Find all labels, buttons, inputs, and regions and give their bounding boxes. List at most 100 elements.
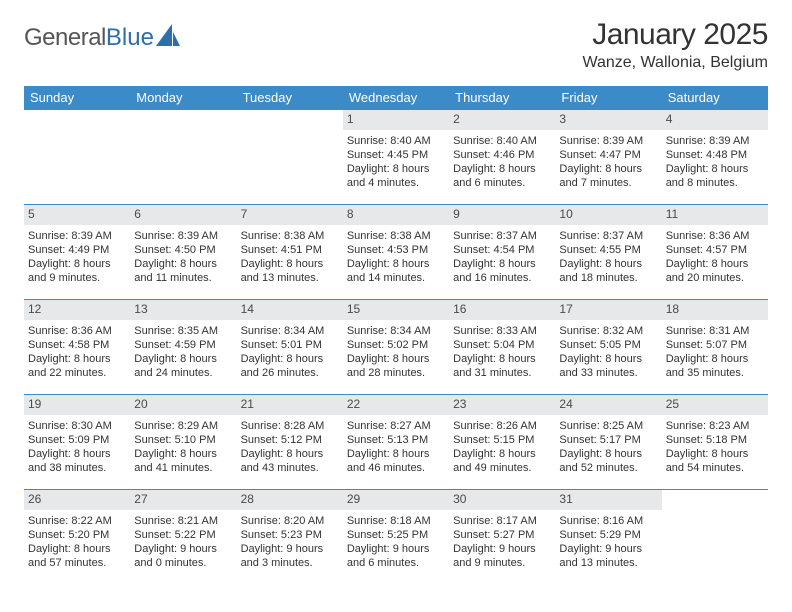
daylight-line: Daylight: 8 hours and 52 minutes. — [559, 447, 657, 476]
sunset-line: Sunset: 4:50 PM — [134, 243, 232, 257]
daylight-line: Daylight: 8 hours and 28 minutes. — [347, 352, 445, 381]
sunrise-line: Sunrise: 8:39 AM — [666, 134, 764, 148]
calendar-day-cell: 21 Sunrise: 8:28 AMSunset: 5:12 PMDayligh… — [237, 395, 343, 490]
title-block: January 2025 Wanze, Wallonia, Belgium — [582, 18, 768, 72]
sunrise-line: Sunrise: 8:22 AM — [28, 514, 126, 528]
daylight-line: Daylight: 9 hours and 3 minutes. — [241, 542, 339, 571]
day-number: 25 — [662, 395, 768, 415]
calendar-table: SundayMondayTuesdayWednesdayThursdayFrid… — [24, 86, 768, 585]
sunset-line: Sunset: 5:17 PM — [559, 433, 657, 447]
sunset-line: Sunset: 5:02 PM — [347, 338, 445, 352]
day-number: 28 — [237, 490, 343, 510]
day-number: 31 — [555, 490, 661, 510]
sunrise-line: Sunrise: 8:38 AM — [347, 229, 445, 243]
sunrise-line: Sunrise: 8:40 AM — [453, 134, 551, 148]
weekday-header: Monday — [130, 86, 236, 110]
day-number: 2 — [449, 110, 555, 130]
calendar-day-cell: 29Sunrise: 8:18 AMSunset: 5:25 PMDayligh… — [343, 490, 449, 585]
sunset-line: Sunset: 5:07 PM — [666, 338, 764, 352]
sunset-line: Sunset: 4:47 PM — [559, 148, 657, 162]
sunrise-line: Sunrise: 8:20 AM — [241, 514, 339, 528]
sunset-line: Sunset: 4:54 PM — [453, 243, 551, 257]
weekday-header: Friday — [555, 86, 661, 110]
calendar-week-row: 26 Sunrise: 8:22 AMSunset: 5:20 PM Dayligh… — [24, 490, 768, 585]
daylight-line: Daylight: 8 hours and 8 minutes. — [666, 162, 764, 191]
sunset-line: Sunset: 5:04 PM — [453, 338, 551, 352]
day-number: 27 — [130, 490, 236, 510]
day-number: 5 — [24, 205, 130, 225]
daylight-line: Daylight: 9 hours and 9 minutes. — [453, 542, 551, 571]
sunset-line: Sunset: 5:01 PM — [241, 338, 339, 352]
daylight-line: Daylight: 8 hours and 9 minutes. — [28, 257, 126, 286]
weekday-header: Thursday — [449, 86, 555, 110]
calendar-day-cell: 10Sunrise: 8:37 AMSunset: 4:55 PMDayligh… — [555, 205, 661, 300]
calendar-day-cell: 31Sunrise: 8:16 AMSunset: 5:29 PMDayligh… — [555, 490, 661, 585]
daylight-line: Daylight: 8 hours and 43 minutes. — [241, 447, 339, 476]
day-number: 12 — [24, 300, 130, 320]
day-number: 13 — [130, 300, 236, 320]
day-number: 14 — [237, 300, 343, 320]
day-number: 20 — [130, 395, 236, 415]
day-number: 11 — [662, 205, 768, 225]
sunrise-line: Sunrise: 8:27 AM — [347, 419, 445, 433]
weekday-header: Saturday — [662, 86, 768, 110]
header: GeneralBlue January 2025 Wanze, Wallonia… — [24, 18, 768, 72]
daylight-line: Daylight: 8 hours and 22 minutes. — [28, 352, 126, 381]
calendar-day-cell: 19Sunrise: 8:30 AMSunset: 5:09 PMDayligh… — [24, 395, 130, 490]
sunrise-line: Sunrise: 8:28 AM — [241, 419, 339, 433]
day-number: 18 — [662, 300, 768, 320]
daylight-line: Daylight: 8 hours and 4 minutes. — [347, 162, 445, 191]
calendar-day-cell — [24, 110, 130, 205]
sunrise-line: Sunrise: 8:35 AM — [134, 324, 232, 338]
day-number: 21 — [237, 395, 343, 415]
day-number: 16 — [449, 300, 555, 320]
sunset-line: Sunset: 4:46 PM — [453, 148, 551, 162]
sunset-line: Sunset: 5:20 PM — [28, 528, 126, 542]
sunrise-line: Sunrise: 8:26 AM — [453, 419, 551, 433]
sunset-line: Sunset: 5:25 PM — [347, 528, 445, 542]
day-number: 24 — [555, 395, 661, 415]
day-number: 15 — [343, 300, 449, 320]
sunrise-line: Sunrise: 8:34 AM — [241, 324, 339, 338]
daylight-line: Daylight: 8 hours and 7 minutes. — [559, 162, 657, 191]
day-number: 17 — [555, 300, 661, 320]
sunrise-line: Sunrise: 8:23 AM — [666, 419, 764, 433]
sunset-line: Sunset: 5:09 PM — [28, 433, 126, 447]
daylight-line: Daylight: 8 hours and 18 minutes. — [559, 257, 657, 286]
sail-icon — [156, 24, 182, 46]
sunrise-line: Sunrise: 8:34 AM — [347, 324, 445, 338]
weekday-header: Tuesday — [237, 86, 343, 110]
sunset-line: Sunset: 5:22 PM — [134, 528, 232, 542]
brand-word-1: General — [24, 24, 106, 52]
day-number: 26 — [24, 490, 130, 510]
sunset-line: Sunset: 4:55 PM — [559, 243, 657, 257]
sunset-line: Sunset: 5:29 PM — [559, 528, 657, 542]
calendar-week-row: 5Sunrise: 8:39 AMSunset: 4:49 PMDaylight… — [24, 205, 768, 300]
location: Wanze, Wallonia, Belgium — [582, 54, 768, 72]
sunrise-line: Sunrise: 8:39 AM — [559, 134, 657, 148]
weekday-header-row: SundayMondayTuesdayWednesdayThursdayFrid… — [24, 86, 768, 110]
calendar-day-cell — [130, 110, 236, 205]
sunrise-line: Sunrise: 8:21 AM — [134, 514, 232, 528]
sunrise-line: Sunrise: 8:33 AM — [453, 324, 551, 338]
calendar-day-cell: 4Sunrise: 8:39 AMSunset: 4:48 PMDaylight… — [662, 110, 768, 205]
calendar-day-cell: 8Sunrise: 8:38 AMSunset: 4:53 PMDaylight… — [343, 205, 449, 300]
calendar-day-cell: 6Sunrise: 8:39 AMSunset: 4:50 PMDaylight… — [130, 205, 236, 300]
daylight-line: Daylight: 8 hours and 41 minutes. — [134, 447, 232, 476]
daylight-line: Daylight: 8 hours and 33 minutes. — [559, 352, 657, 381]
calendar-day-cell: 14 Sunrise: 8:34 AMSunset: 5:01 PMDayligh… — [237, 300, 343, 395]
calendar-day-cell: 7Sunrise: 8:38 AMSunset: 4:51 PMDaylight… — [237, 205, 343, 300]
calendar-day-cell: 25Sunrise: 8:23 AMSunset: 5:18 PMDayligh… — [662, 395, 768, 490]
day-number: 9 — [449, 205, 555, 225]
daylight-line: Daylight: 8 hours and 26 minutes. — [241, 352, 339, 381]
sunset-line: Sunset: 5:12 PM — [241, 433, 339, 447]
sunrise-line: Sunrise: 8:40 AM — [347, 134, 445, 148]
sunrise-line: Sunrise: 8:29 AM — [134, 419, 232, 433]
sunrise-line: Sunrise: 8:39 AM — [134, 229, 232, 243]
daylight-line: Daylight: 8 hours and 20 minutes. — [666, 257, 764, 286]
calendar-day-cell: 28Sunrise: 8:20 AMSunset: 5:23 PMDayligh… — [237, 490, 343, 585]
sunset-line: Sunset: 4:57 PM — [666, 243, 764, 257]
day-number: 8 — [343, 205, 449, 225]
sunset-line: Sunset: 5:15 PM — [453, 433, 551, 447]
sunset-line: Sunset: 4:58 PM — [28, 338, 126, 352]
